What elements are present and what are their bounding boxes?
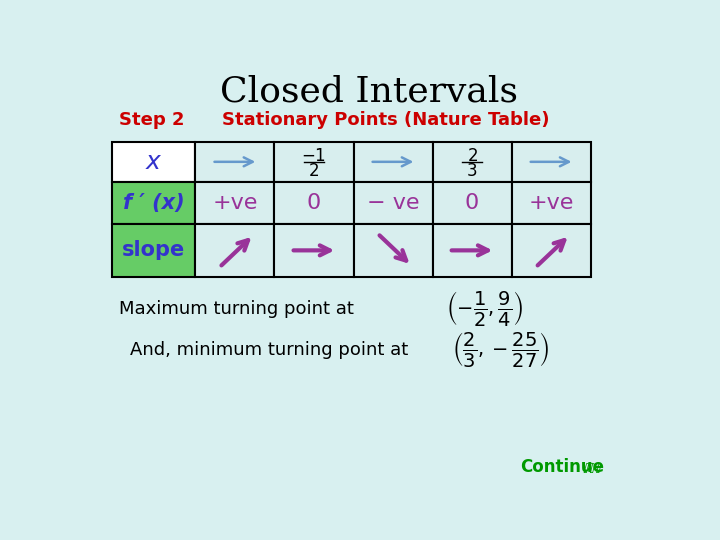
Text: Step 2: Step 2: [120, 111, 185, 129]
Bar: [354, 224, 433, 276]
Text: Maximum turning point at: Maximum turning point at: [120, 300, 354, 318]
Bar: [274, 142, 354, 182]
Text: +ve: +ve: [212, 193, 258, 213]
Text: Stationary Points (Nature Table): Stationary Points (Nature Table): [222, 111, 549, 129]
Text: $x$: $x$: [145, 150, 163, 174]
Bar: [354, 182, 433, 224]
Bar: [195, 142, 274, 182]
Bar: [274, 224, 354, 276]
Text: $\left(\dfrac{2}{3},-\dfrac{25}{27}\right)$: $\left(\dfrac{2}{3},-\dfrac{25}{27}\righ…: [452, 330, 549, 369]
Bar: [512, 182, 590, 224]
Text: $\mathbb{m}$: $\mathbb{m}$: [582, 457, 602, 477]
Text: $\left(-\dfrac{1}{2},\dfrac{9}{4}\right)$: $\left(-\dfrac{1}{2},\dfrac{9}{4}\right)…: [446, 289, 524, 328]
Text: Closed Intervals: Closed Intervals: [220, 75, 518, 109]
Text: And, minimum turning point at: And, minimum turning point at: [130, 341, 408, 359]
Text: 0: 0: [465, 193, 480, 213]
Bar: [433, 182, 512, 224]
Bar: [112, 224, 195, 276]
Text: f ′ (x): f ′ (x): [122, 193, 184, 213]
Text: $2$: $2$: [308, 162, 320, 180]
Text: slope: slope: [122, 240, 185, 260]
Bar: [112, 142, 195, 182]
Text: +ve: +ve: [528, 193, 574, 213]
Bar: [112, 182, 195, 224]
Text: 0: 0: [307, 193, 321, 213]
Bar: [512, 142, 590, 182]
Bar: [354, 142, 433, 182]
Bar: [512, 224, 590, 276]
Text: $-1$: $-1$: [302, 147, 326, 165]
Bar: [195, 224, 274, 276]
Bar: [195, 182, 274, 224]
Text: − ve: − ve: [366, 193, 419, 213]
Bar: [433, 224, 512, 276]
Text: $3$: $3$: [467, 162, 477, 180]
Text: $2$: $2$: [467, 147, 477, 165]
Bar: [433, 142, 512, 182]
Bar: [274, 182, 354, 224]
Text: Continue: Continue: [520, 458, 604, 476]
